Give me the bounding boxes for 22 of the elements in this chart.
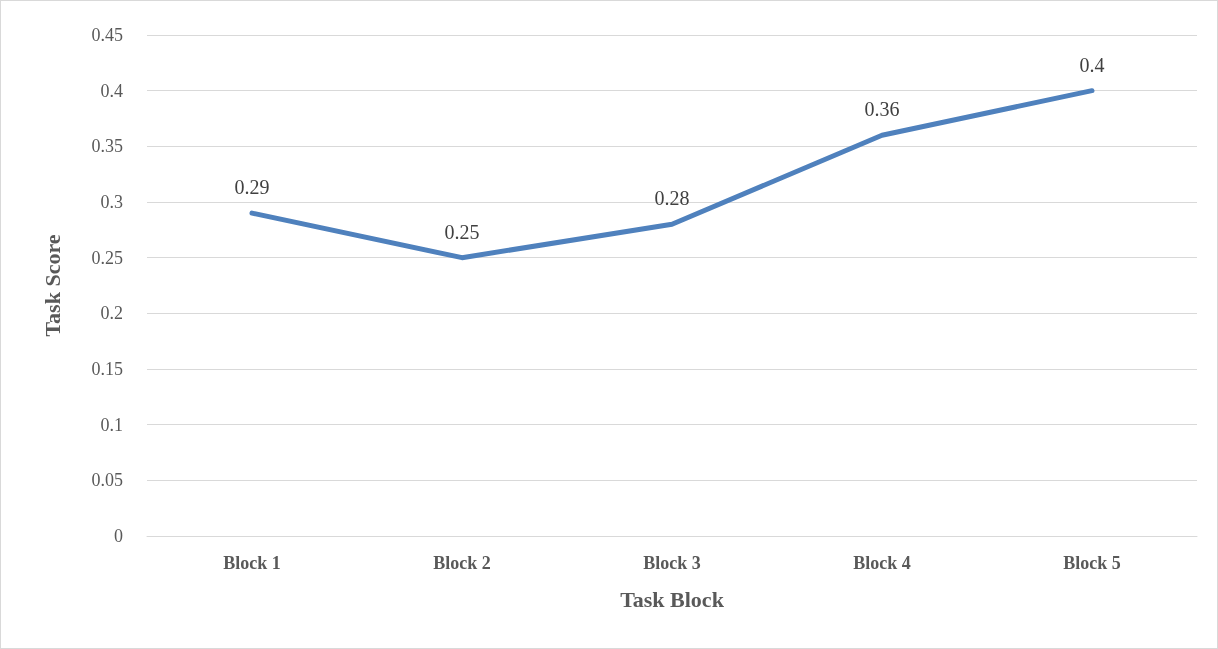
x-tick-label: Block 2	[433, 553, 491, 573]
x-tick-label: Block 4	[853, 553, 911, 573]
y-tick-label: 0.4	[100, 80, 123, 101]
y-tick-label: 0	[114, 526, 123, 546]
data-label: 0.29	[234, 176, 270, 199]
y-tick-label: 0.15	[91, 359, 123, 379]
data-label: 0.36	[864, 98, 900, 121]
x-axis-title: Task Block	[620, 586, 725, 612]
data-label: 0.25	[444, 220, 480, 243]
x-tick-label: Block 1	[223, 553, 281, 573]
x-tick-label: Block 3	[643, 553, 701, 573]
data-label: 0.28	[654, 187, 690, 210]
y-tick-label: 0.1	[100, 414, 123, 435]
data-label: 0.4	[1079, 53, 1105, 76]
y-axis-title: Task Score	[39, 234, 65, 337]
y-tick-label: 0.25	[91, 247, 123, 268]
x-tick-label: Block 5	[1063, 553, 1121, 573]
y-tick-label: 0.45	[91, 25, 123, 45]
y-tick-label: 0.2	[100, 303, 123, 324]
y-tick-label: 0.3	[100, 192, 123, 212]
y-tick-label: 0.35	[91, 136, 123, 157]
y-tick-label: 0.05	[91, 470, 123, 491]
